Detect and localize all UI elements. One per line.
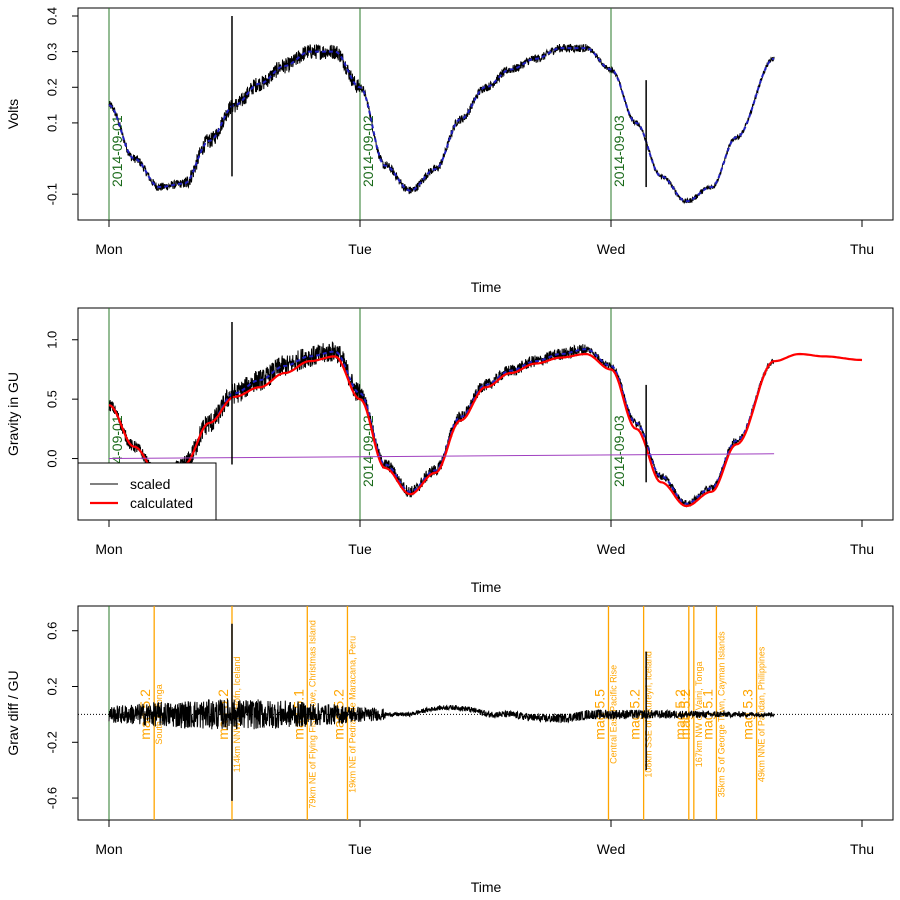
plot-area: mag 5.2 South of Tonga mag 5.2 114km NNW of…	[78, 606, 893, 820]
x-axis-label: Time	[471, 279, 502, 295]
x-tick-label: Thu	[850, 841, 874, 857]
trend-line	[108, 453, 775, 459]
date-marker-label: 2014-09-02	[360, 115, 376, 187]
y-tick-label: -0.6	[44, 787, 59, 809]
y-tick-label: 0.3	[44, 43, 59, 61]
x-tick-label: Wed	[597, 841, 626, 857]
panel-1: -0.1 0.1 0.2 0.3 0.4 Volts Mon Tue Wed Thu Time 201…	[5, 7, 894, 295]
y-tick-label: 0.1	[44, 114, 59, 132]
plot-area: 2014-09-01 2014-09-02 2014-09-03	[108, 308, 863, 520]
y-tick-label: 0.5	[44, 390, 59, 408]
series-trace	[108, 43, 775, 205]
date-marker-label: 2014-09-03	[611, 115, 627, 187]
y-tick-label: -0.1	[44, 183, 59, 205]
y-tick-label: 0.0	[44, 450, 59, 468]
date-marker-label: 2014-09-01	[109, 115, 125, 187]
x-tick-label: Tue	[348, 541, 372, 557]
panel-2: 0.0 0.5 1.0 Gravity in GU Mon Tue Wed Thu Time 20…	[5, 307, 894, 595]
y-axis-label: Volts	[5, 99, 21, 129]
y-tick-label: 0.2	[44, 677, 59, 695]
x-tick-label: Mon	[95, 541, 122, 557]
date-marker-label: 2014-09-03	[611, 415, 627, 487]
x-tick-label: Tue	[348, 841, 372, 857]
panel-3: -0.6 -0.2 0.2 0.6 Grav diff / GU Mon Tue Wed Thu…	[5, 605, 894, 895]
plot-area: 2014-09-01 2014-09-02 2014-09-03	[108, 8, 775, 220]
series-trace	[108, 698, 775, 730]
x-axis-label: Time	[471, 579, 502, 595]
y-tick-label: 0.2	[44, 78, 59, 96]
plot-frame	[77, 7, 894, 221]
y-tick-label: -0.2	[44, 731, 59, 753]
smoothed-series-line	[108, 47, 775, 203]
x-tick-label: Mon	[95, 241, 122, 257]
x-tick-label: Wed	[597, 541, 626, 557]
y-tick-label: 1.0	[44, 331, 59, 349]
series-calculated-line	[108, 352, 863, 508]
x-tick-label: Thu	[850, 241, 874, 257]
y-axis-label: Gravity in GU	[5, 372, 21, 456]
y-axis-label: Grav diff / GU	[5, 670, 21, 755]
legend-box	[77, 462, 217, 521]
event-magnitude: mag 5.1	[699, 689, 715, 740]
x-tick-label: Tue	[348, 241, 372, 257]
legend-entry: scaled	[130, 476, 170, 492]
x-axis-label: Time	[471, 879, 502, 895]
x-tick-label: Wed	[597, 241, 626, 257]
y-tick-label: 0.4	[44, 7, 59, 25]
x-tick-label: Mon	[95, 841, 122, 857]
legend: scaled calculated	[77, 462, 217, 521]
y-tick-label: 0.6	[44, 622, 59, 640]
legend-entry: calculated	[130, 495, 193, 511]
x-tick-label: Thu	[850, 541, 874, 557]
